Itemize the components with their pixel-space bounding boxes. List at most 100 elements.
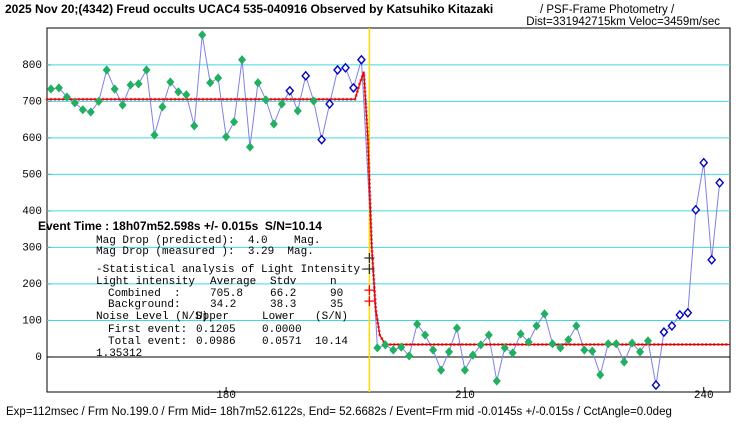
point [444, 347, 454, 357]
plot-frame [46, 27, 731, 393]
point [699, 157, 709, 168]
point [500, 343, 509, 353]
point [643, 336, 653, 346]
table-cell: Background: [108, 299, 181, 311]
point [285, 85, 295, 96]
point [214, 73, 223, 83]
y-tick-label: 300 [22, 242, 42, 254]
point [62, 92, 71, 102]
footer: Exp=112msec / Frm No.199.0 / Frm Mid= 18… [6, 406, 672, 418]
table-cell: Combined : [108, 288, 181, 300]
point [683, 307, 693, 318]
point [628, 338, 637, 348]
event-point [364, 263, 375, 274]
point [516, 329, 525, 339]
table-cell: 0.0571 [262, 336, 302, 348]
point [667, 320, 677, 331]
point [102, 65, 111, 75]
point [460, 365, 469, 375]
point [349, 82, 358, 93]
table-cell: 35 [330, 299, 343, 311]
point [94, 96, 103, 106]
point [46, 84, 56, 94]
point [134, 79, 143, 89]
point [468, 350, 477, 360]
point [715, 177, 725, 188]
point [659, 327, 669, 338]
note: Mag Drop (predicted): 4.0 Mag. [96, 235, 320, 247]
point [452, 323, 461, 333]
point [54, 83, 63, 93]
point [492, 376, 501, 386]
point [564, 335, 573, 345]
point [110, 84, 119, 94]
point [142, 65, 151, 75]
table-header: Upper [196, 311, 229, 323]
point [604, 339, 613, 349]
point [158, 102, 167, 112]
point [389, 345, 398, 355]
chart-title: 2025 Nov 20;(4342) Freud occults UCAC4 5… [5, 2, 493, 16]
note: -Statistical analysis of Light Intensity… [96, 264, 367, 276]
point [691, 204, 701, 215]
note: 1.35312 [96, 348, 142, 360]
point [86, 107, 95, 117]
point [556, 343, 565, 353]
table-cell: 705.8 [210, 288, 243, 300]
y-tick-label: 400 [22, 206, 42, 218]
table-header: Light intensity [96, 276, 195, 288]
point [508, 348, 517, 358]
y-tick-label: 500 [22, 169, 42, 181]
table-cell: First event: [108, 324, 187, 336]
table-cell: Total event: [108, 336, 187, 348]
y-tick-label: 800 [22, 60, 42, 72]
point [540, 309, 549, 319]
point [182, 90, 191, 100]
point [293, 106, 302, 116]
point [333, 64, 342, 76]
point [421, 330, 430, 340]
point [524, 337, 533, 347]
point [150, 130, 159, 140]
point [476, 340, 485, 350]
point [341, 62, 350, 73]
point [70, 98, 79, 108]
chart-subtitle-2: Dist=331942715km Veloc=3459m/sec [526, 16, 720, 28]
point [166, 77, 175, 87]
table-header: Noise Level (N/S) [96, 311, 208, 323]
point [269, 119, 278, 129]
point [373, 343, 382, 353]
point [532, 321, 541, 331]
note: Mag Drop (measured ): 3.29 Mag. [96, 246, 314, 258]
point [174, 87, 183, 97]
point [612, 339, 621, 349]
table-cell: 0.0000 [262, 324, 302, 336]
point [245, 142, 255, 152]
event-point [364, 253, 375, 264]
table-cell: 90 [330, 288, 343, 300]
table-cell: 66.2 [270, 288, 296, 300]
y-tick-label: 200 [22, 279, 42, 291]
y-tick-label: 700 [22, 96, 42, 108]
model-dots [45, 71, 732, 346]
chart-subtitle: / PSF-Frame Photometry / [540, 4, 675, 16]
point [261, 95, 270, 105]
y-tick-label: 0 [35, 352, 42, 364]
point [548, 339, 557, 349]
point [222, 132, 231, 142]
x-tick-label: 180 [216, 390, 236, 402]
point [636, 347, 645, 357]
point [230, 117, 239, 127]
table-header: Average [210, 276, 256, 288]
table-cell: 0.0986 [196, 336, 236, 348]
y-tick-label: 600 [22, 133, 42, 145]
x-tick-label: 240 [694, 390, 714, 402]
event-time: Event Time : 18h07m52.598s +/- 0.015s S/… [38, 219, 322, 233]
point [413, 319, 422, 329]
point [126, 80, 135, 90]
point [237, 55, 247, 65]
y-tick-label: 100 [22, 315, 42, 327]
table-header: Lower [262, 311, 295, 323]
point [588, 346, 597, 356]
